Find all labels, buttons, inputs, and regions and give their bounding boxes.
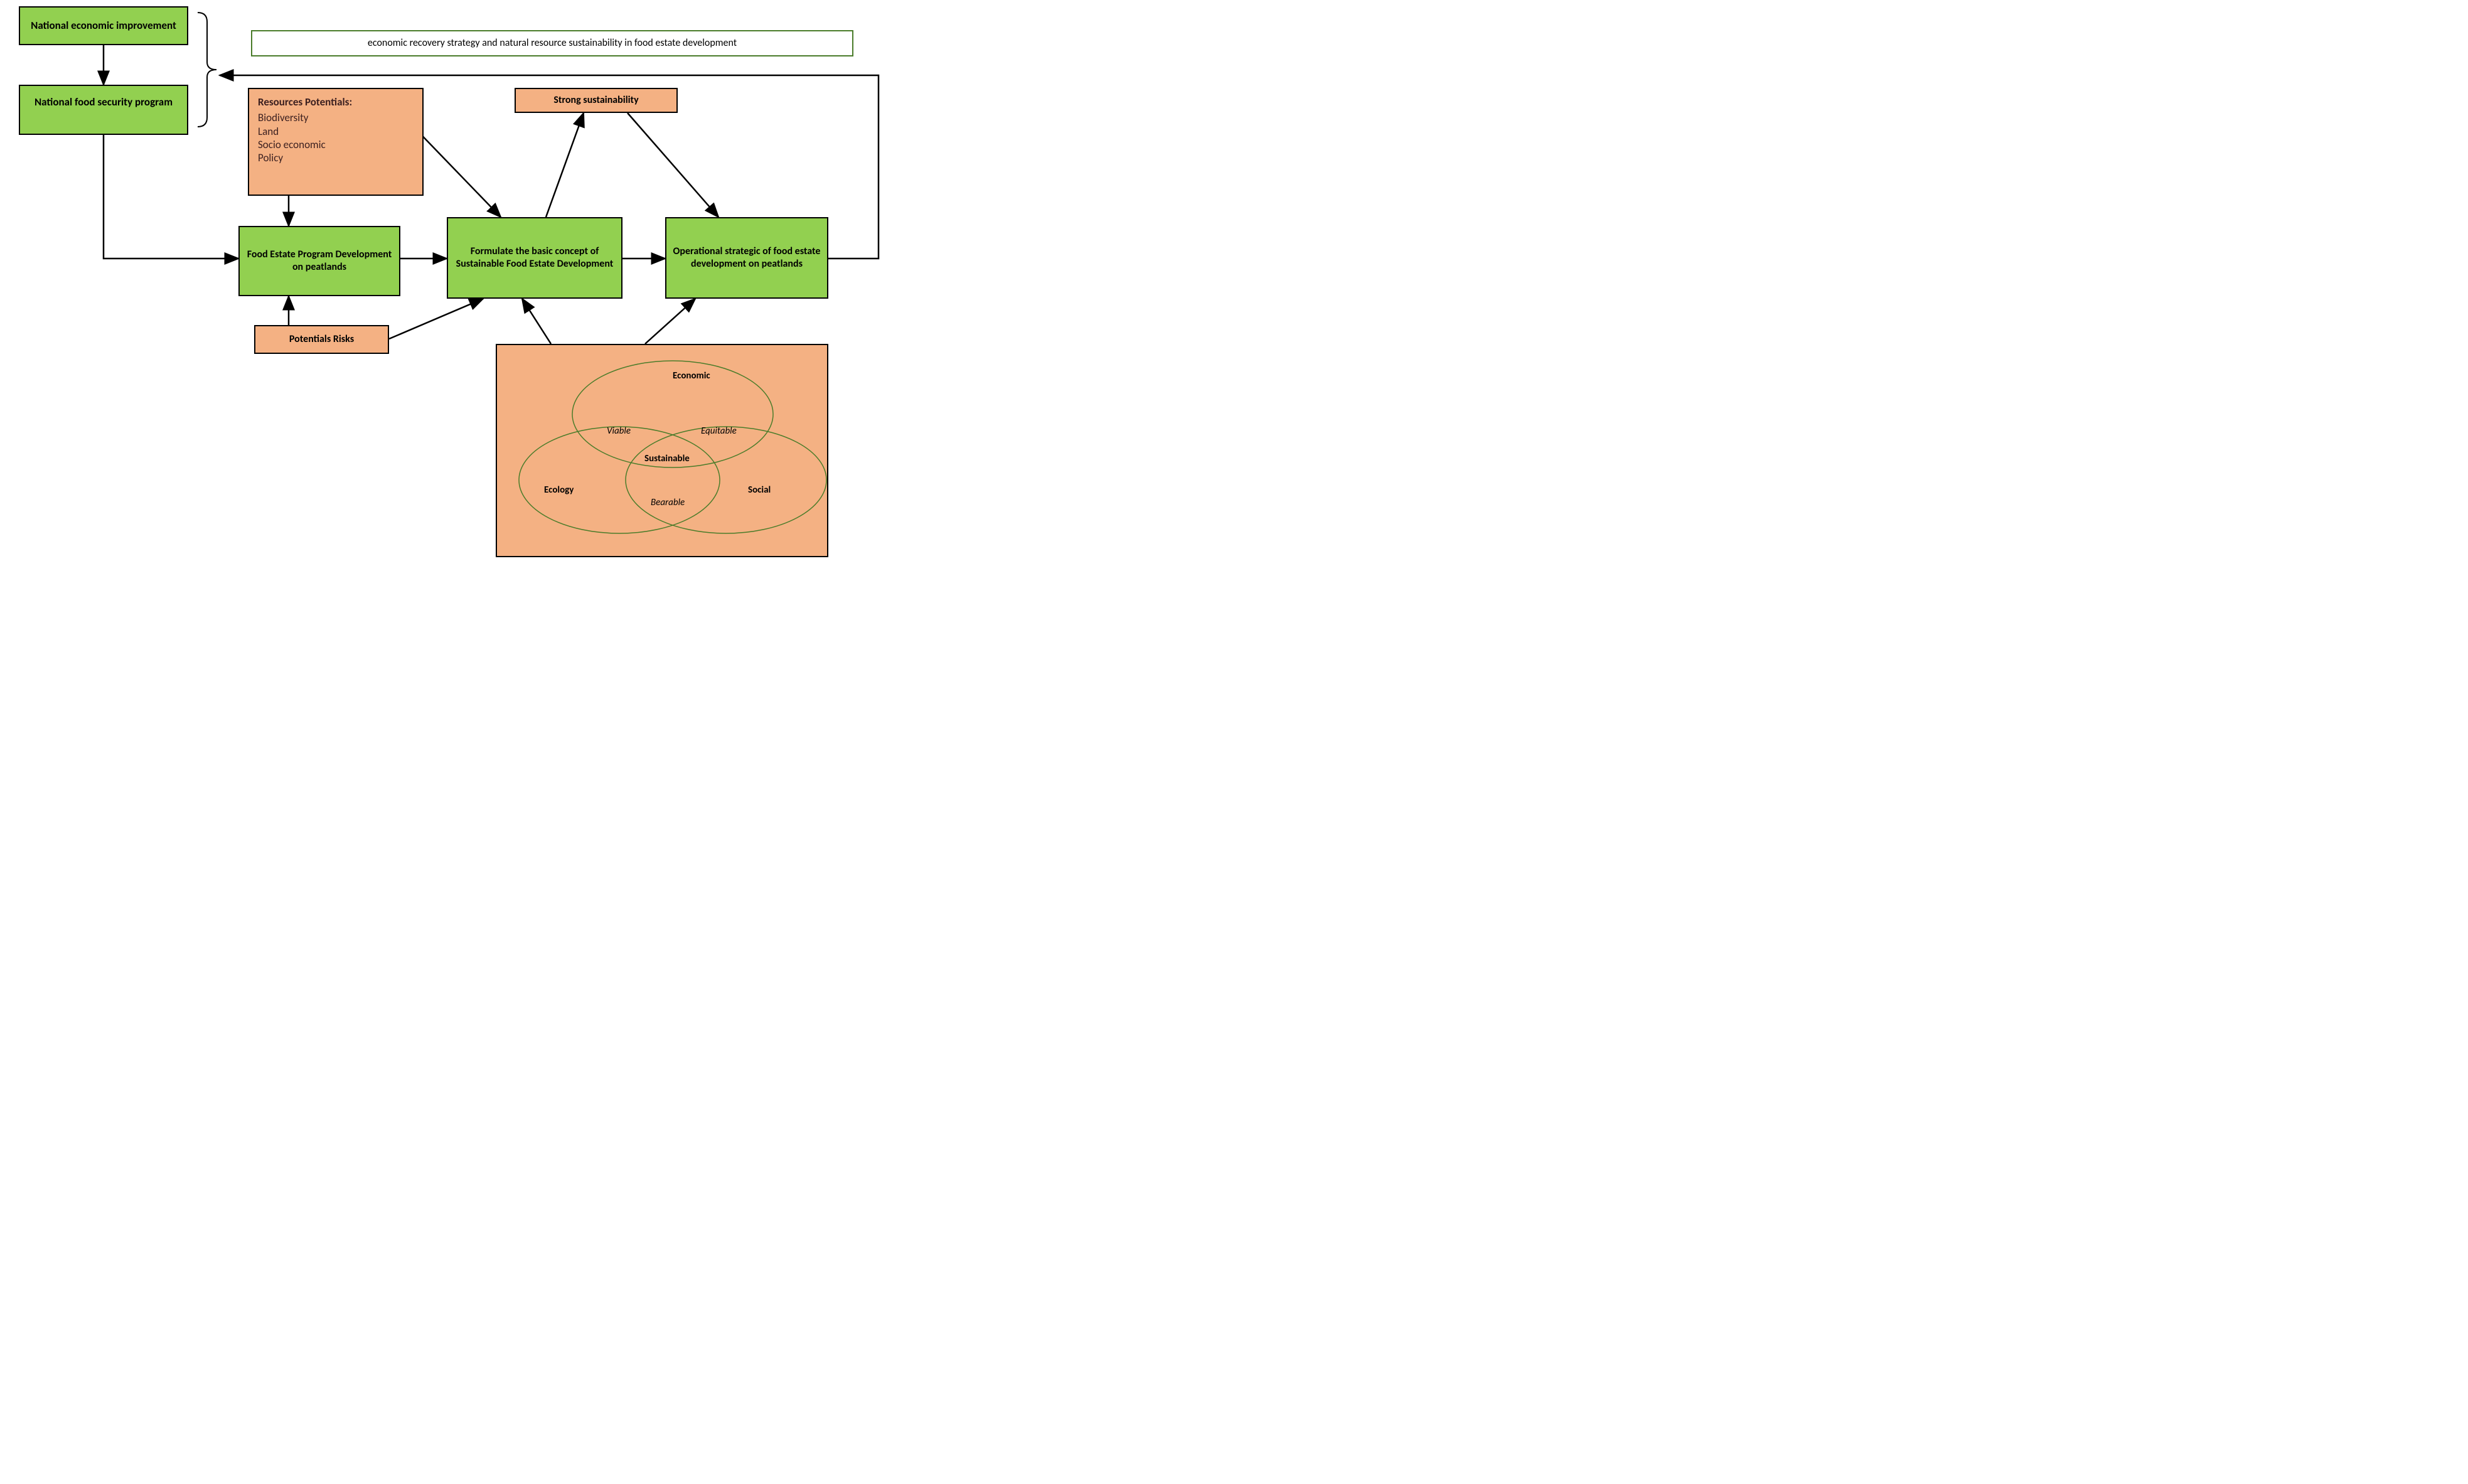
venn-label-social: Social: [748, 484, 771, 496]
venn-label-economic: Economic: [673, 370, 710, 382]
node-operational: Operational strategic of food estate dev…: [665, 217, 828, 299]
resources-item-2: Socio economic: [258, 138, 326, 151]
venn-diagram: Economic Ecology Social Viable Equitable…: [496, 344, 828, 557]
resources-item-3: Policy: [258, 151, 283, 164]
node-national-economic: National economic improvement: [19, 6, 188, 45]
node-food-estate-program: Food Estate Program Development on peatl…: [238, 226, 400, 296]
venn-svg: [497, 345, 830, 558]
node-national-food: National food security program: [19, 85, 188, 135]
resources-item-0: Biodiversity: [258, 111, 309, 124]
venn-label-ecology: Ecology: [544, 484, 574, 496]
node-resources: Resources Potentials: Biodiversity Land …: [248, 88, 424, 196]
node-risks: Potentials Risks: [254, 325, 389, 354]
resources-item-1: Land: [258, 125, 279, 138]
venn-label-bearable: Bearable: [651, 497, 685, 508]
national-food-label: National food security program: [35, 92, 173, 112]
venn-label-equitable: Equitable: [701, 425, 737, 437]
node-formulate: Formulate the basic concept of Sustainab…: [447, 217, 622, 299]
venn-label-sustainable: Sustainable: [644, 453, 690, 464]
resources-header: Resources Potentials:: [258, 95, 352, 109]
node-strong-sustainability: Strong sustainability: [515, 88, 678, 113]
venn-label-viable: Viable: [607, 425, 631, 437]
node-title: economic recovery strategy and natural r…: [251, 30, 853, 56]
